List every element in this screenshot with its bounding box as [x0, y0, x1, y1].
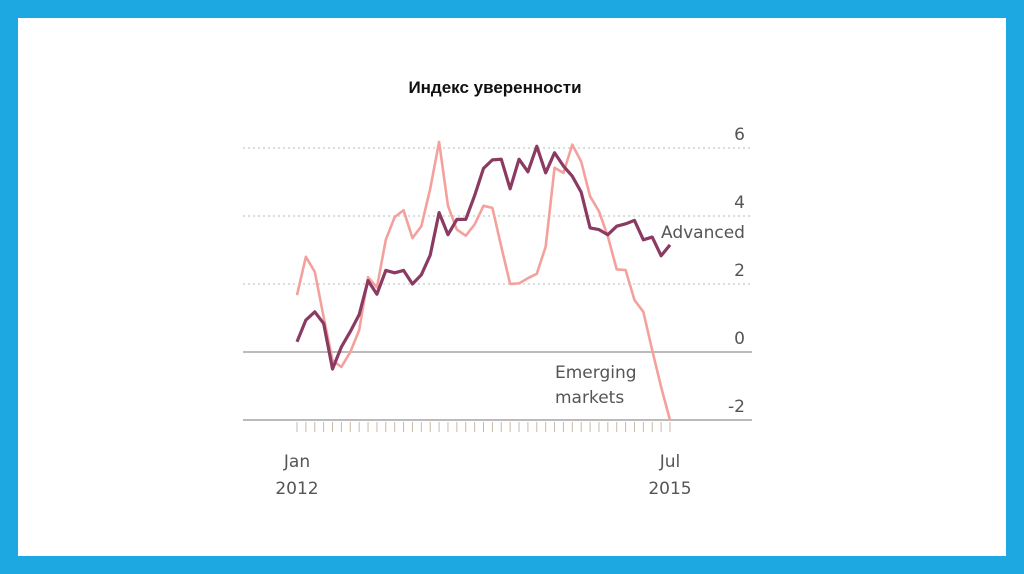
x-tick-month: Jan: [283, 452, 310, 472]
y-tick-label: 6: [734, 125, 745, 145]
legend-emerging-line1: Emerging: [555, 363, 637, 383]
chart-title: Индекс уверенности: [408, 78, 582, 97]
x-tick-year: 2012: [275, 479, 318, 499]
legend-advanced: Advanced: [661, 223, 745, 243]
slide: [18, 18, 1006, 556]
y-tick-label: -2: [728, 397, 745, 417]
legend-emerging-line2: markets: [555, 388, 624, 408]
x-tick-month: Jul: [659, 452, 681, 472]
y-tick-label: 2: [734, 261, 745, 281]
x-tick-year: 2015: [648, 479, 691, 499]
y-tick-label: 0: [734, 329, 745, 349]
y-tick-label: 4: [734, 193, 745, 213]
